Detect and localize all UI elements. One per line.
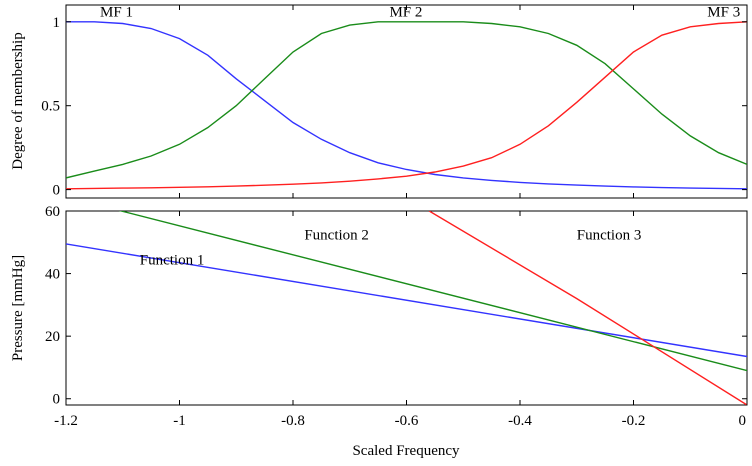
membership-panel: 00.51 MF 1 MF 2 MF 3 Degree of membership [10,4,748,199]
pressure-x-tick-label: -0.4 [508,413,532,429]
membership-annotations-group: MF 1 MF 2 MF 3 [100,5,740,21]
series-line-function-3 [428,211,747,405]
pressure-x-tick-label: -1.2 [54,413,78,429]
pressure-x-tick-label: -0.8 [281,413,305,429]
annotation-function-2: Function 2 [304,227,369,243]
series-line-mf-1 [66,21,747,190]
pressure-x-tick-labels-group: -1.2 -1 -0.8 -0.6 -0.4 -0.2 0 [54,413,746,429]
pressure-x-axis-label: Scaled Frequency [352,443,460,459]
annotation-function-3: Function 3 [577,227,642,243]
annotation-mf-2: MF 2 [389,5,422,21]
pressure-x-tick-label: -1 [173,413,186,429]
annotation-function-1: Function 1 [140,253,205,269]
pressure-x-tick-label: 0 [739,413,747,429]
annotation-mf-3: MF 3 [707,5,740,21]
pressure-y-axis-label: Pressure [mmHg] [10,255,26,361]
series-line-mf-3 [66,21,747,190]
membership-y-tick-label: 0.5 [41,99,60,115]
pressure-plot-frame [65,210,748,406]
pressure-y-tick-label: 0 [53,392,61,408]
membership-series-group [66,21,747,190]
pressure-y-tick-label: 40 [45,267,60,283]
series-line-function-1 [66,243,747,358]
pressure-x-tick-label: -0.2 [622,413,646,429]
membership-y-axis-label: Degree of membership [10,32,26,169]
membership-y-tick-label: 1 [53,15,61,31]
membership-ticks-group: 00.51 [41,5,748,199]
series-line-function-2 [118,211,747,372]
annotation-mf-1: MF 1 [100,5,133,21]
series-line-mf-2 [66,21,747,179]
pressure-series-group [66,211,747,405]
pressure-y-tick-label: 60 [45,204,60,220]
pressure-annotations-group: Function 1 Function 2 Function 3 [140,227,642,268]
pressure-y-tick-label: 20 [45,329,60,345]
pressure-x-tick-label: -0.6 [395,413,419,429]
membership-y-tick-label: 0 [53,183,61,199]
pressure-panel: 0 20 40 60 Function 1 Function 2 Function 3 -… [10,204,748,459]
pressure-ticks-group: 0 20 40 60 [45,204,748,408]
